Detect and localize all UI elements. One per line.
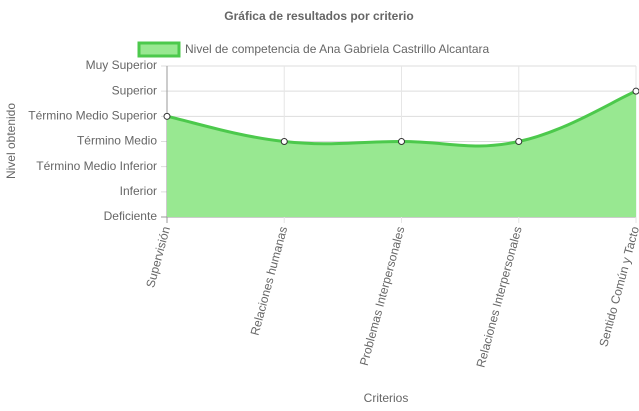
y-tick-label: Superior <box>112 83 157 97</box>
chart-title: Gráfica de resultados por criterio <box>224 9 413 23</box>
x-tick-label: Problemas Interpersonales <box>357 225 408 367</box>
x-tick-label: Sentido Común y Tacto <box>596 225 639 349</box>
area <box>167 91 636 217</box>
point <box>515 138 523 145</box>
y-tick-label: Término Medio <box>77 134 157 148</box>
y-axis-title: Nivel obtenido <box>4 103 18 179</box>
x-axis-title: Criterios <box>364 391 409 405</box>
x-tick-label: Relaciones humanas <box>248 225 291 337</box>
legend-swatch <box>137 41 181 58</box>
point <box>280 138 288 145</box>
point <box>163 112 171 120</box>
x-tick-label: Relaciones Interpersonales <box>474 225 525 369</box>
y-tick-label: Inferior <box>120 184 157 198</box>
legend-label: Nivel de competencia de Ana Gabriela Cas… <box>185 42 489 56</box>
y-tick-label: Muy Superior <box>86 58 157 72</box>
y-tick-label: Deficiente <box>104 209 158 223</box>
x-tick-label: Supervisión <box>143 225 173 289</box>
y-tick-label: Término Medio Superior <box>28 109 157 123</box>
point <box>398 138 405 145</box>
point <box>632 87 639 95</box>
y-tick-label: Término Medio Inferior <box>36 159 157 173</box>
